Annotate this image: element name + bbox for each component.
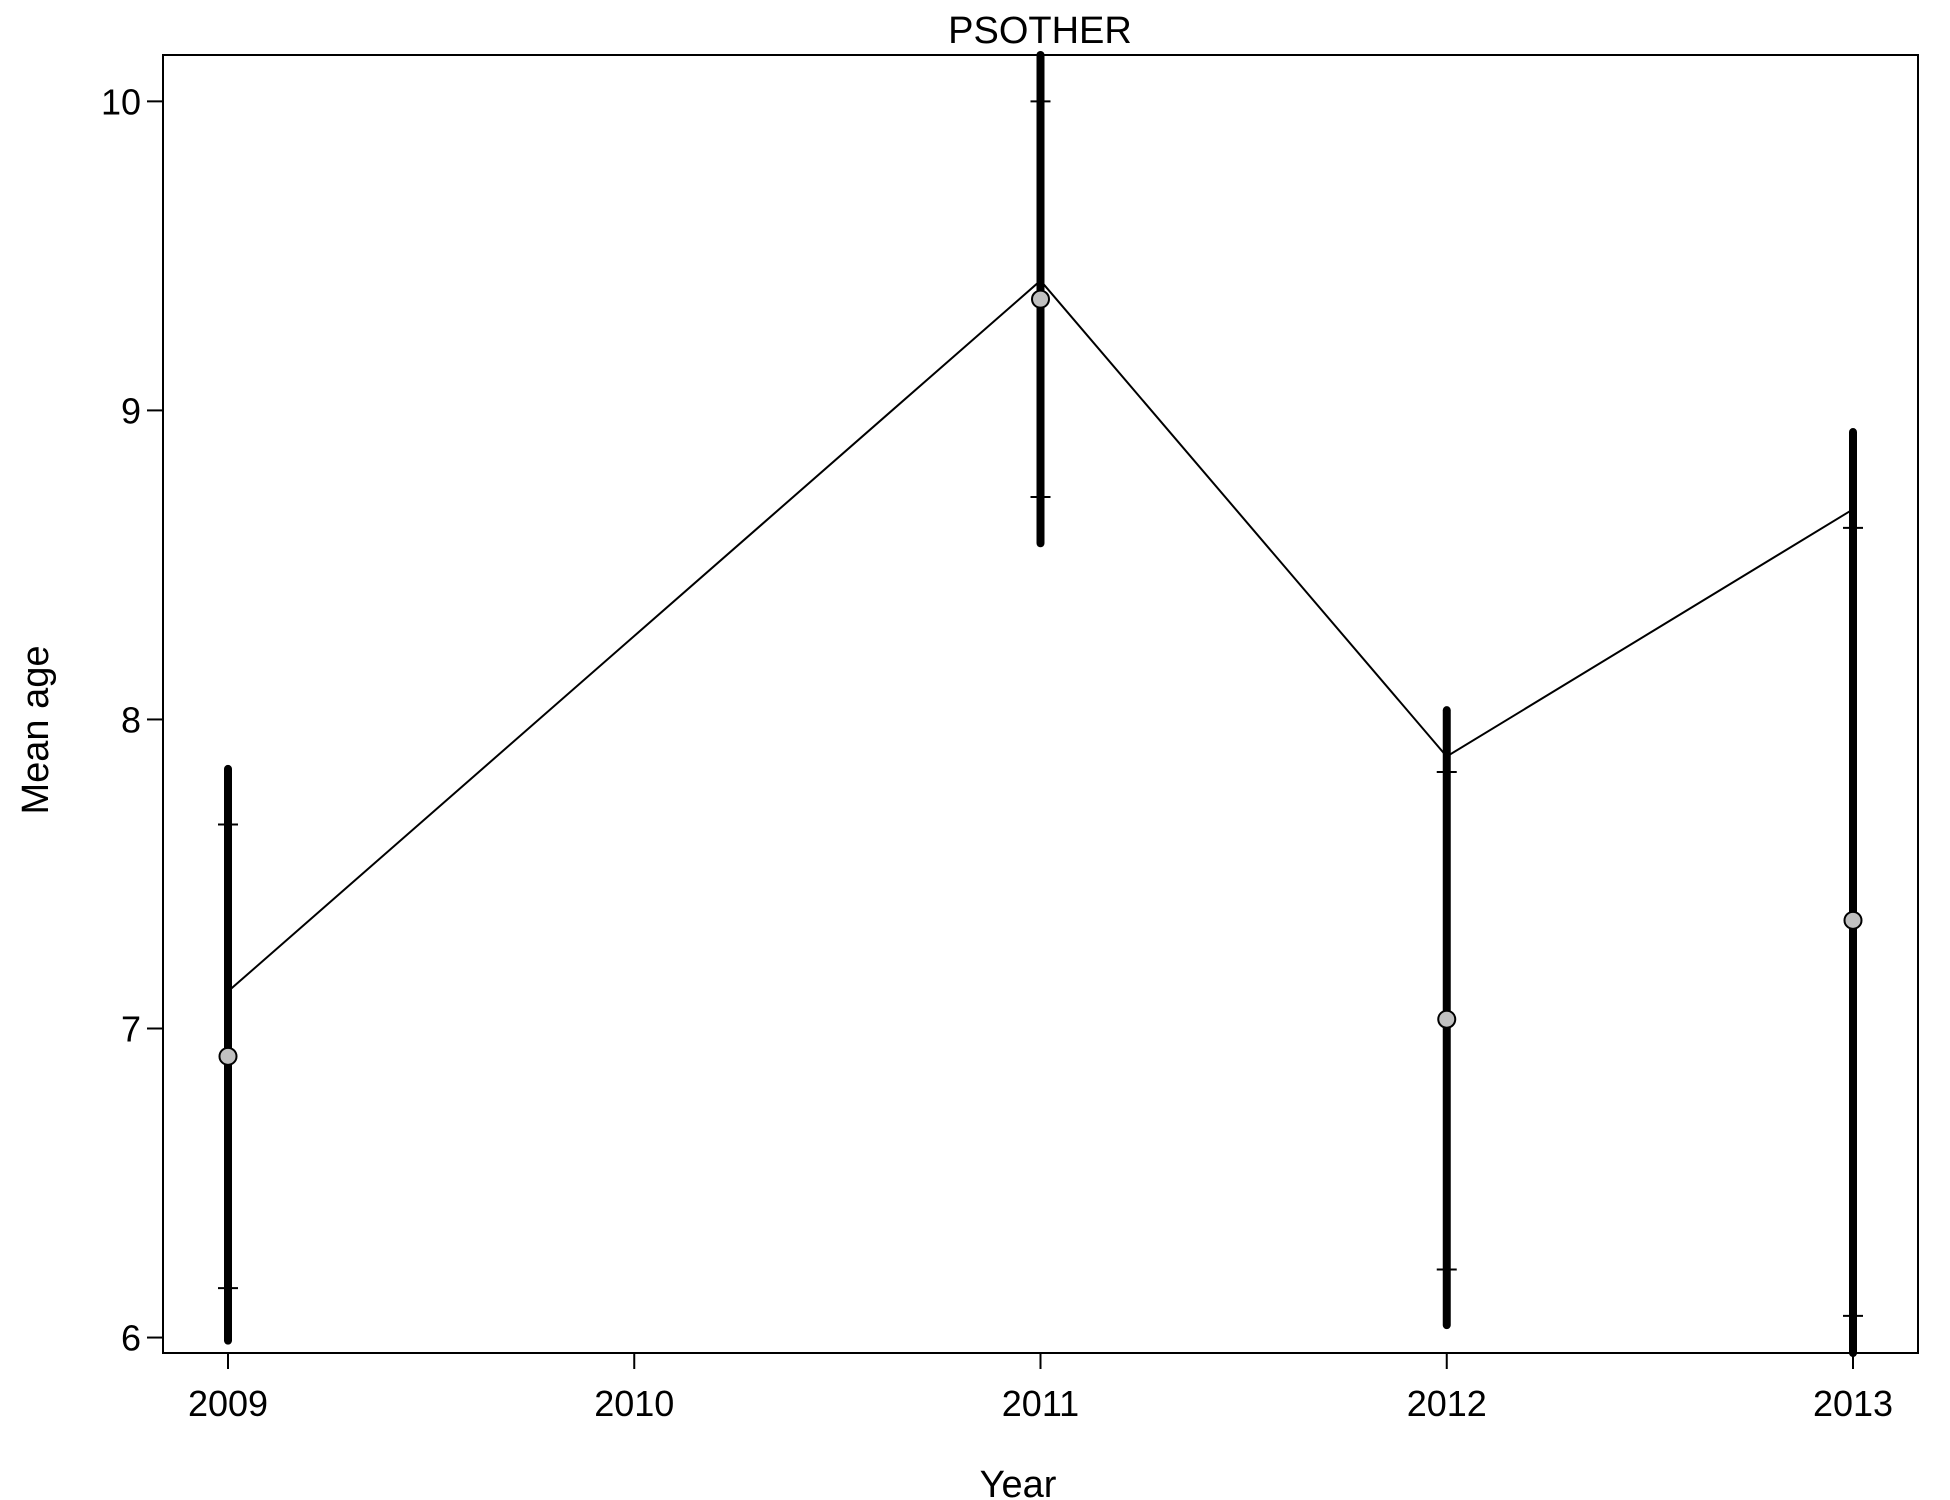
- chart-title: PSOTHER: [948, 10, 1132, 52]
- y-axis: 6 7 8 9 10: [101, 81, 163, 1359]
- y-axis-title: Mean age: [15, 645, 57, 814]
- data-point: [218, 1046, 238, 1066]
- x-axis: 2009 2010 2011 2012 2013: [188, 1353, 1893, 1424]
- y-tick-label: 10: [101, 81, 141, 122]
- x-tick-label: 2010: [594, 1383, 674, 1424]
- plot-area: [218, 51, 1863, 1357]
- series-line: [227, 279, 1854, 993]
- data-point: [1437, 1009, 1457, 1029]
- data-point: [1843, 910, 1863, 930]
- x-axis-title: Year: [980, 1464, 1057, 1500]
- data-point: [1031, 289, 1050, 309]
- x-tick-label: 2013: [1813, 1383, 1893, 1424]
- y-tick-label: 9: [121, 390, 141, 431]
- y-tick-label: 6: [121, 1318, 141, 1359]
- x-tick-label: 2012: [1407, 1383, 1487, 1424]
- x-tick-label: 2009: [188, 1383, 268, 1424]
- y-tick-label: 7: [121, 1009, 141, 1050]
- y-tick-label: 8: [121, 699, 141, 740]
- x-tick-label: 2011: [1002, 1383, 1079, 1424]
